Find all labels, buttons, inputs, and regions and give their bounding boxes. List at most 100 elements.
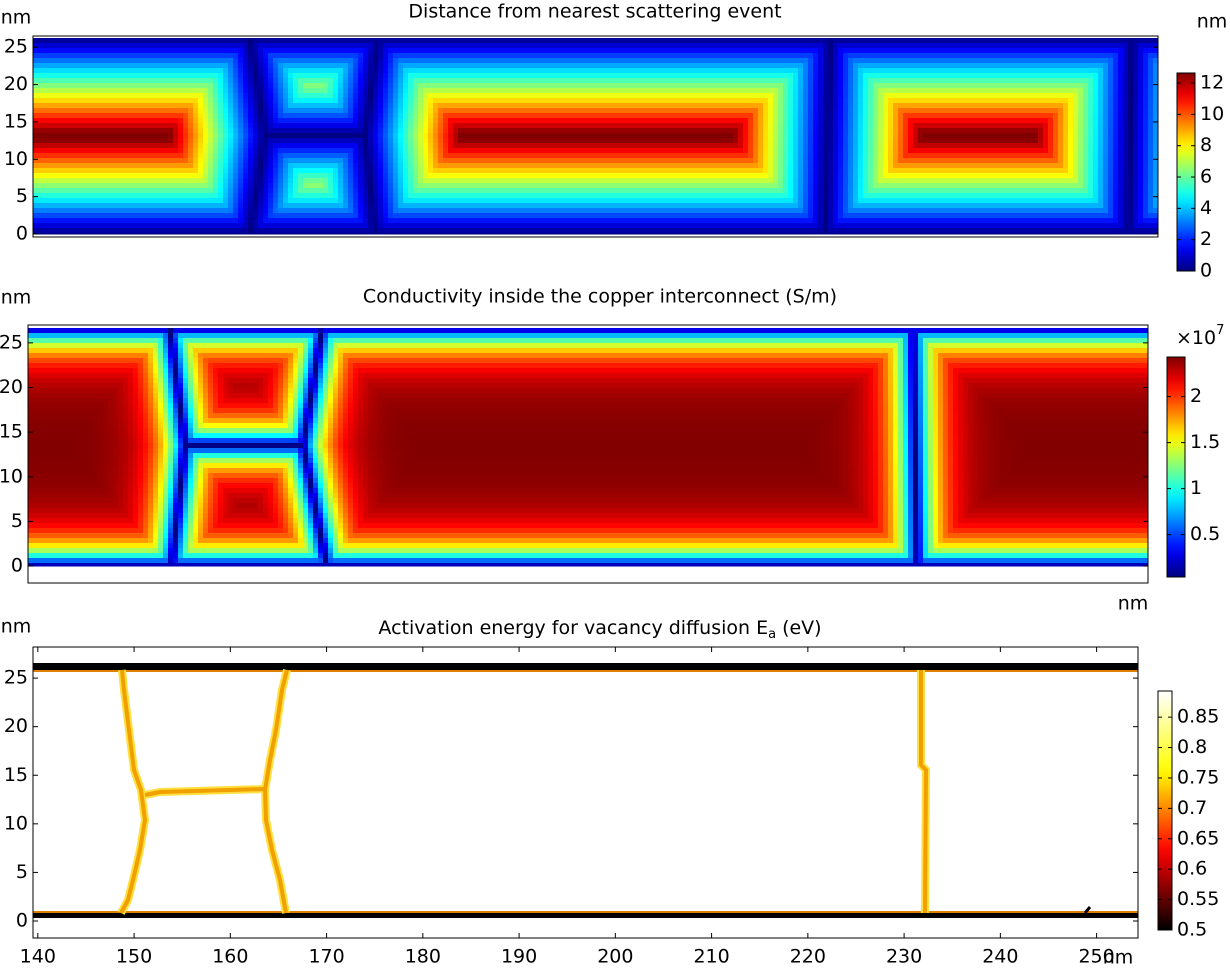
- heat-cell: [528, 123, 534, 129]
- heat-cell: [168, 183, 174, 189]
- heat-cell: [548, 83, 554, 89]
- heat-cell: [233, 98, 239, 104]
- heat-cell: [643, 163, 649, 169]
- heat-cell: [38, 123, 44, 129]
- heat-cell: [503, 88, 509, 94]
- heat-cell: [533, 138, 539, 144]
- heat-cell: [508, 168, 514, 174]
- heat-cell: [113, 188, 119, 194]
- heat-cell: [228, 203, 234, 209]
- heat-cell: [303, 73, 309, 79]
- heat-cell: [318, 118, 324, 124]
- heat-cell: [133, 113, 139, 119]
- heat-cell: [473, 83, 479, 89]
- heat-cell: [303, 183, 309, 189]
- heat-cell: [148, 153, 154, 159]
- heat-cell: [583, 123, 589, 129]
- heat-cell: [243, 108, 249, 114]
- heat-cell: [188, 178, 194, 184]
- heat-cell: [213, 93, 219, 99]
- heat-cell: [443, 93, 449, 99]
- heat-cell: [603, 108, 609, 114]
- heat-cell: [148, 143, 154, 149]
- heat-cell: [43, 218, 49, 224]
- heat-cell: [493, 163, 499, 169]
- heat-cell: [488, 138, 494, 144]
- heat-cell: [243, 148, 249, 154]
- heat-cell: [273, 68, 279, 74]
- heat-cell: [633, 183, 639, 189]
- heat-cell: [398, 138, 404, 144]
- heat-cell: [258, 88, 264, 94]
- heat-cell: [263, 68, 269, 74]
- heat-cell: [438, 83, 444, 89]
- heat-cell: [273, 228, 279, 234]
- heat-cell: [253, 173, 259, 179]
- heat-cell: [418, 203, 424, 209]
- heat-cell: [83, 73, 89, 79]
- heat-cell: [528, 68, 534, 74]
- heat-cell: [468, 128, 474, 134]
- heat-cell: [458, 233, 464, 235]
- heat-cell: [188, 218, 194, 224]
- heat-cell: [418, 123, 424, 129]
- heat-cell: [58, 188, 64, 194]
- heat-cell: [533, 68, 539, 74]
- heat-cell: [588, 198, 594, 204]
- heat-cell: [133, 138, 139, 144]
- heat-cell: [168, 163, 174, 169]
- heat-cell: [338, 138, 344, 144]
- heat-cell: [273, 233, 279, 235]
- heat-cell: [368, 193, 374, 199]
- heat-cell: [248, 58, 254, 64]
- heat-cell: [518, 163, 524, 169]
- heat-cell: [98, 203, 104, 209]
- heat-cell: [33, 213, 39, 219]
- heat-cell: [463, 88, 469, 94]
- heat-cell: [468, 78, 474, 84]
- heat-cell: [513, 233, 519, 235]
- heat-cell: [348, 93, 354, 99]
- heat-cell: [88, 148, 94, 154]
- heat-cell: [318, 143, 324, 149]
- heat-cell: [258, 233, 264, 235]
- heat-cell: [73, 168, 79, 174]
- heat-cell: [543, 118, 549, 124]
- heat-cell: [648, 93, 654, 99]
- heat-cell: [288, 43, 294, 49]
- heat-cell: [43, 83, 49, 89]
- heat-cell: [633, 233, 639, 235]
- heat-cell: [368, 228, 374, 234]
- heat-cell: [568, 193, 574, 199]
- heat-cell: [553, 173, 559, 179]
- heat-cell: [143, 113, 149, 119]
- heat-cell: [468, 203, 474, 209]
- heat-cell: [363, 68, 369, 74]
- heat-cell: [198, 78, 204, 84]
- heat-cell: [523, 173, 529, 179]
- heat-cell: [108, 233, 114, 235]
- heat-cell: [448, 188, 454, 194]
- heat-cell: [593, 108, 599, 114]
- heat-cell: [418, 78, 424, 84]
- heat-cell: [598, 138, 604, 144]
- heat-cell: [98, 168, 104, 174]
- heat-cell: [263, 73, 269, 79]
- heat-cell: [623, 63, 629, 69]
- heat-cell: [213, 198, 219, 204]
- heat-cell: [363, 153, 369, 159]
- heat-cell: [603, 53, 609, 59]
- heat-cell: [33, 43, 39, 49]
- heat-cell: [343, 228, 349, 234]
- heat-cell: [633, 168, 639, 174]
- heat-cell: [188, 173, 194, 179]
- heat-cell: [613, 163, 619, 169]
- heat-cell: [413, 203, 419, 209]
- heat-cell: [278, 58, 284, 64]
- heat-cell: [68, 153, 74, 159]
- heat-cell: [218, 168, 224, 174]
- heat-cell: [348, 203, 354, 209]
- heat-cell: [373, 113, 379, 119]
- heat-cell: [188, 38, 194, 44]
- heat-cell: [558, 228, 564, 234]
